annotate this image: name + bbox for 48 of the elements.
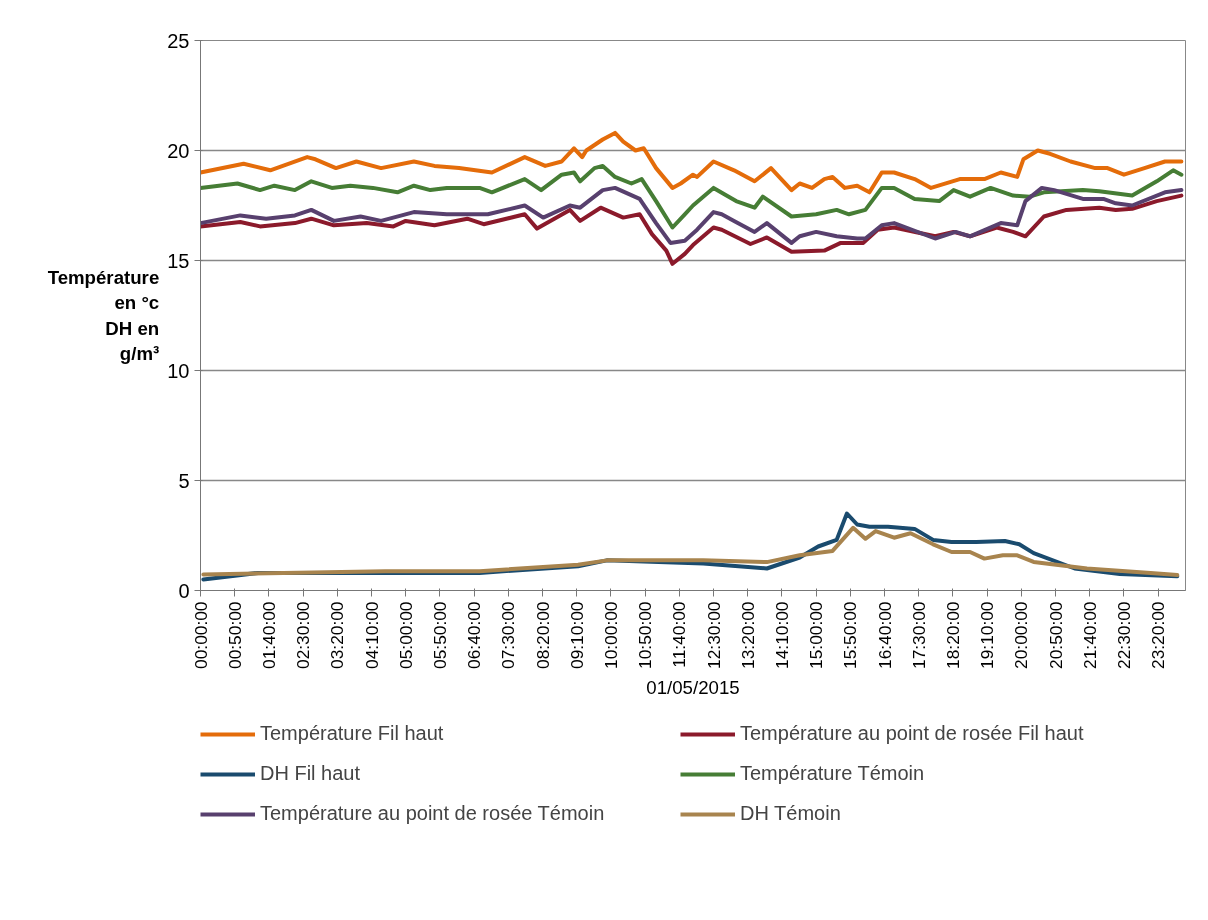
x-tick-label: 08:20:00 [532,601,553,669]
legend-label: Température Fil haut [260,722,445,745]
x-tick-label: 00:50:00 [224,601,245,669]
x-tick-label: 02:30:00 [293,601,314,669]
x-tick-label: 22:30:00 [1113,601,1134,669]
x-tick-label: 04:10:00 [361,601,382,669]
x-tick-label: 21:40:00 [1079,601,1100,669]
x-tick-label: 18:20:00 [942,601,963,669]
x-tick-label: 14:10:00 [771,601,792,669]
x-tick-label: 03:20:00 [327,601,348,669]
x-tick-label: 05:00:00 [395,601,416,669]
y-tick-label: 15 [167,249,190,272]
line-series [201,525,1180,578]
y-tick-label: 20 [167,139,190,162]
y-tick-label: 10 [167,359,190,382]
x-tick-label: 17:30:00 [908,601,929,669]
x-tick-label: 00:00:00 [190,601,211,669]
line-series [200,163,1184,230]
x-tick-label: 11:40:00 [669,601,690,668]
x-tick-label: 15:50:00 [840,601,861,669]
y-tick-label: 0 [178,579,190,602]
x-tick-label: 07:30:00 [498,601,519,669]
x-tick-label: 13:20:00 [737,601,758,669]
line-series [200,130,1184,195]
x-tick-label: 12:30:00 [703,601,724,669]
line-series [200,193,1184,266]
legend-label: DH Fil haut [260,762,362,785]
x-tick-label: 09:10:00 [566,601,587,669]
x-tick-label: 10:50:00 [635,601,656,669]
x-tick-label: 06:40:00 [464,601,485,669]
x-tick-label: 05:50:00 [429,601,450,669]
legend-label: Température au point de rosée Fil haut [740,722,1085,745]
y-tick-label: 25 [167,29,190,52]
x-tick-label: 10:00:00 [600,601,621,669]
y-axis-title: Température en °c DH en g/m³ [47,267,160,364]
x-tick-label: 19:10:00 [977,601,998,669]
line-series [200,185,1184,245]
legend-label: DH Témoin [740,802,842,825]
y-tick-label: 5 [178,469,190,492]
x-tick-label: 20:50:00 [1045,601,1066,669]
x-tick-label: 23:20:00 [1148,601,1169,669]
x-tick-label: 20:00:00 [1011,601,1032,669]
x-tick-label: 16:40:00 [874,601,895,669]
legend-label: Température Témoin [740,762,926,785]
x-tick-label: 01:40:00 [258,601,279,669]
x-tick-label: 15:00:00 [806,601,827,669]
legend-label: Température au point de rosée Témoin [260,802,606,825]
x-axis-title: 01/05/2015 [646,676,740,698]
